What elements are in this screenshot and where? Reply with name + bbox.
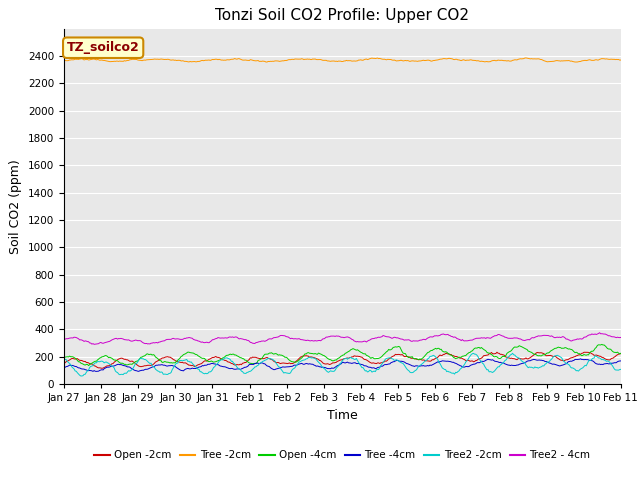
Tree2 -2cm [393, 357, 401, 362]
Open -2cm [98, 365, 106, 371]
Tree -2cm [392, 58, 399, 63]
Open -4cm [393, 344, 401, 350]
Line: Open -2cm: Open -2cm [64, 352, 621, 368]
Tree2 - 4cm [60, 336, 68, 342]
Line: Tree -2cm: Tree -2cm [64, 58, 621, 62]
X-axis label: Time: Time [327, 408, 358, 421]
Tree2 -2cm [362, 368, 370, 373]
Tree -4cm [93, 369, 100, 374]
Tree -4cm [393, 358, 401, 363]
Y-axis label: Soil CO2 (ppm): Soil CO2 (ppm) [10, 159, 22, 254]
Open -2cm [393, 352, 401, 358]
Text: TZ_soilco2: TZ_soilco2 [67, 41, 140, 54]
Open -4cm [606, 346, 614, 352]
Tree2 - 4cm [617, 335, 625, 340]
Tree2 - 4cm [362, 339, 370, 345]
Open -2cm [617, 351, 625, 357]
Tree -2cm [572, 59, 580, 65]
Open -4cm [326, 357, 333, 362]
Legend: Open -2cm, Tree -2cm, Open -4cm, Tree -4cm, Tree2 -2cm, Tree2 - 4cm: Open -2cm, Tree -2cm, Open -4cm, Tree -4… [90, 446, 595, 464]
Tree2 -2cm [617, 366, 625, 372]
Tree2 -2cm [606, 360, 614, 365]
Tree -4cm [362, 363, 370, 369]
Tree -2cm [516, 56, 524, 61]
Tree2 - 4cm [606, 333, 614, 338]
Open -4cm [518, 344, 525, 349]
Open -2cm [326, 361, 333, 367]
Tree2 - 4cm [326, 334, 333, 339]
Tree -4cm [606, 361, 614, 367]
Open -2cm [362, 357, 370, 363]
Tree2 - 4cm [90, 341, 98, 347]
Tree2 -2cm [60, 357, 68, 362]
Tree -4cm [60, 365, 68, 371]
Open -2cm [519, 356, 527, 362]
Tree -2cm [60, 58, 68, 63]
Tree -4cm [326, 366, 333, 372]
Tree -4cm [518, 361, 525, 367]
Open -4cm [60, 354, 68, 360]
Open -2cm [493, 349, 500, 355]
Tree2 -2cm [509, 350, 516, 356]
Tree2 - 4cm [329, 333, 337, 339]
Tree2 - 4cm [393, 335, 401, 341]
Open -2cm [329, 360, 337, 366]
Tree -4cm [577, 356, 584, 362]
Tree2 -2cm [326, 369, 333, 374]
Line: Open -4cm: Open -4cm [64, 344, 621, 366]
Tree2 - 4cm [596, 330, 604, 336]
Tree -2cm [617, 57, 625, 63]
Open -4cm [598, 341, 605, 347]
Tree2 -2cm [78, 373, 86, 379]
Open -4cm [362, 352, 370, 358]
Tree -4cm [329, 365, 337, 371]
Open -2cm [606, 357, 614, 363]
Tree -2cm [606, 57, 614, 62]
Open -4cm [84, 363, 92, 369]
Tree2 -2cm [329, 368, 337, 374]
Line: Tree -4cm: Tree -4cm [64, 359, 621, 372]
Tree2 - 4cm [518, 336, 525, 342]
Line: Tree2 - 4cm: Tree2 - 4cm [64, 333, 621, 344]
Title: Tonzi Soil CO2 Profile: Upper CO2: Tonzi Soil CO2 Profile: Upper CO2 [216, 9, 469, 24]
Tree -2cm [324, 58, 332, 64]
Tree -2cm [362, 56, 369, 62]
Open -2cm [60, 361, 68, 367]
Open -4cm [329, 358, 337, 364]
Tree -2cm [328, 58, 335, 64]
Open -4cm [617, 350, 625, 356]
Tree2 -2cm [519, 359, 527, 364]
Line: Tree2 -2cm: Tree2 -2cm [64, 353, 621, 376]
Tree -4cm [617, 358, 625, 364]
Tree -2cm [522, 55, 530, 61]
